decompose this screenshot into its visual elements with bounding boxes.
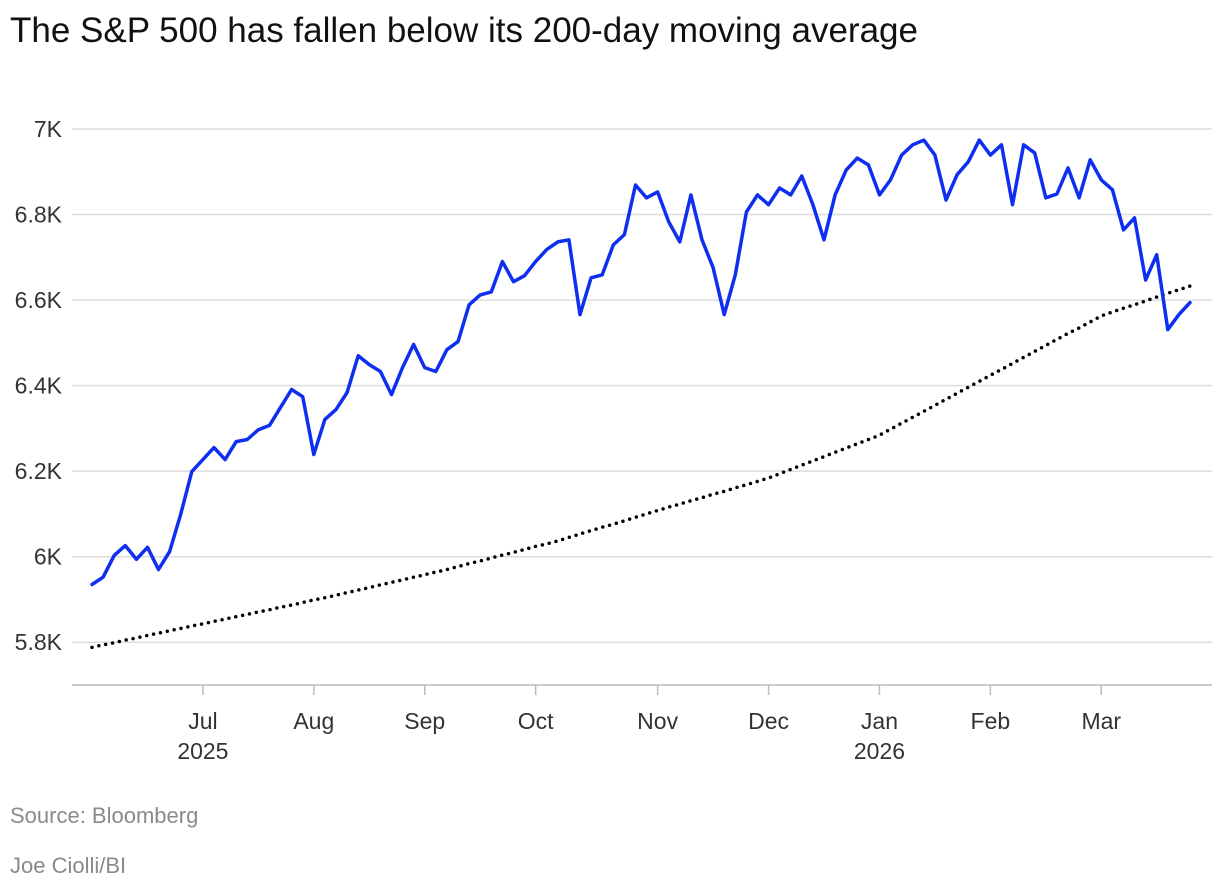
y-tick-label: 6.8K (15, 202, 63, 228)
x-tick-label: Aug (293, 708, 334, 734)
x-tick-label: Oct (518, 708, 554, 734)
source: Source: Bloomberg (10, 803, 198, 828)
x-tick-label: Nov (637, 708, 678, 734)
y-tick-label: 6.6K (15, 287, 63, 313)
x-year-label: 2026 (854, 738, 905, 764)
y-tick-label: 6K (34, 544, 63, 570)
y-tick-label: 6.4K (15, 373, 63, 399)
x-tick-label: Dec (748, 708, 789, 734)
credit: Joe Ciolli/BI (10, 853, 126, 878)
x-tick-label: Jul (188, 708, 217, 734)
x-tick-label: Feb (971, 708, 1011, 734)
x-tick-label: Jan (861, 708, 898, 734)
x-tick-label: Sep (404, 708, 445, 734)
line-series (90, 138, 1192, 587)
y-tick-label: 7K (34, 116, 63, 142)
y-tick-label: 6.2K (15, 458, 63, 484)
y-tick-label: 5.8K (15, 629, 63, 655)
x-year-label: 2025 (177, 738, 228, 764)
chart-title: The S&P 500 has fallen below its 200-day… (10, 11, 918, 50)
x-tick-label: Mar (1081, 708, 1121, 734)
line-series (90, 284, 1192, 650)
